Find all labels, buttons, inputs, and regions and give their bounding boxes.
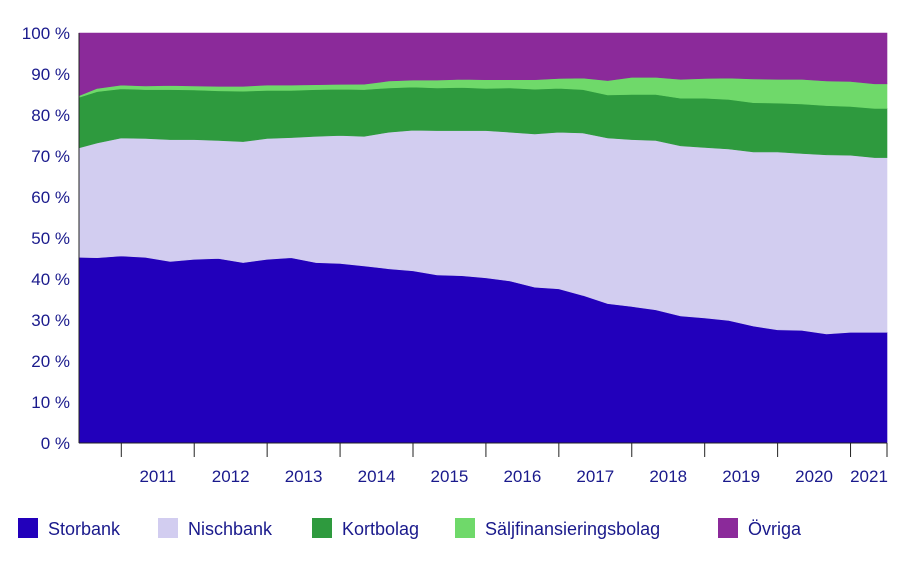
y-tick-label: 60 % [31,188,70,207]
legend-swatch [18,518,38,538]
legend: Storbank Nischbank Kortbolag Säljfinansieri… [18,518,802,539]
legend-label: Kortbolag [342,519,419,539]
x-tick-label: 2014 [358,467,396,486]
y-tick-label: 50 % [31,229,70,248]
y-tick-label: 30 % [31,311,70,330]
axes [78,33,887,444]
x-tick-label: 2021 [850,467,888,486]
legend-label: Säljfinansieringsbolag [485,519,660,539]
x-tick-label: 2020 [795,467,833,486]
y-tick-label: 40 % [31,270,70,289]
x-tick-label: 2019 [722,467,760,486]
legend-label: Nischbank [188,519,273,539]
legend-swatch [312,518,332,538]
y-tick-label: 100 % [22,24,70,43]
x-tick-label: 2012 [212,467,250,486]
x-tick-label: 2015 [431,467,469,486]
y-tick-label: 10 % [31,393,70,412]
legend-swatch [455,518,475,538]
area--vriga [78,32,888,97]
x-tick-labels: 2011 2012 2013 2014 2015 2016 2017 2018 2019 2020… [120,443,888,486]
legend-label: Övriga [748,519,802,539]
y-tick-label: 70 % [31,147,70,166]
x-tick-label: 2016 [503,467,541,486]
y-tick-label: 90 % [31,65,70,84]
x-tick-label: 2018 [649,467,687,486]
legend-swatch [158,518,178,538]
y-tick-labels: 0 % 10 % 20 % 30 % 40 % 50 % 60 % 70 % 80 % 90 % 1… [22,24,70,453]
y-tick-label: 0 % [41,434,70,453]
x-tick-label: 2011 [139,467,176,486]
legend-label: Storbank [48,519,121,539]
y-tick-label: 20 % [31,352,70,371]
x-tick-label: 2017 [576,467,614,486]
area-layers [78,32,888,444]
y-tick-label: 80 % [31,106,70,125]
x-tick-label: 2013 [285,467,323,486]
legend-swatch [718,518,738,538]
